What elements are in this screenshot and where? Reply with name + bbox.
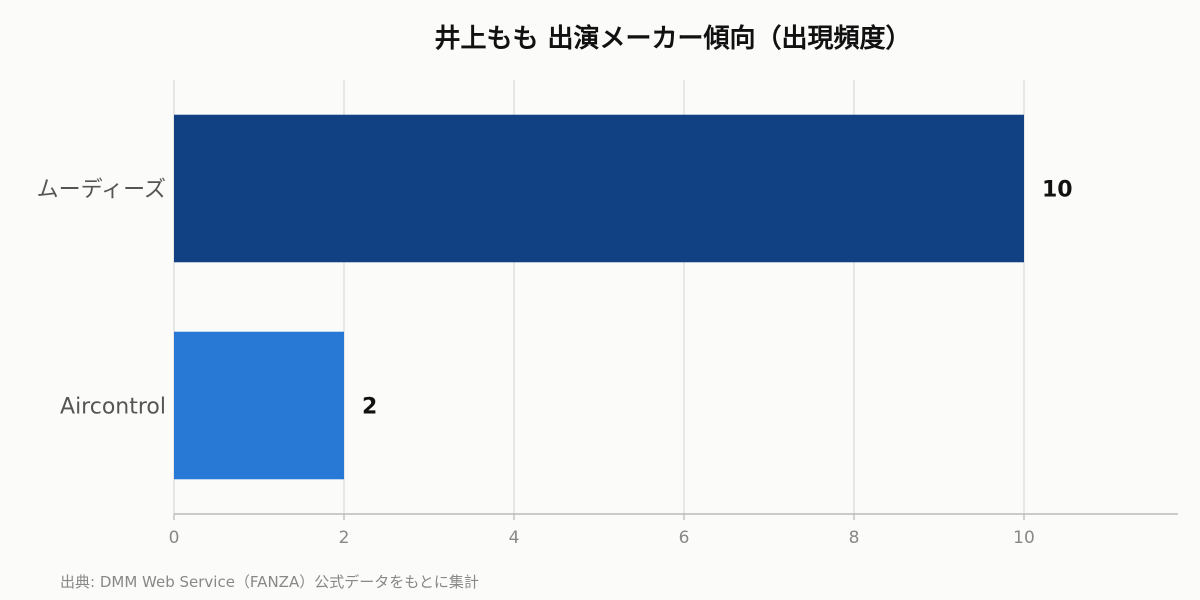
data-label: 2 — [362, 395, 377, 420]
data-label: 10 — [1042, 178, 1073, 203]
category-label: ムーディーズ — [37, 178, 166, 203]
source-note: 出典: DMM Web Service（FANZA）公式データをもとに集計 — [60, 573, 479, 591]
bar — [174, 331, 344, 480]
bar — [174, 114, 1024, 263]
x-tick-label: 6 — [679, 528, 690, 548]
category-labels: 10 ムーディーズ 2 Aircontrol — [37, 178, 1073, 420]
bars — [174, 114, 1024, 480]
x-tick-label: 10 — [1013, 528, 1035, 548]
category-label: Aircontrol — [60, 395, 166, 420]
x-tick-label: 2 — [339, 528, 350, 548]
x-tick-label: 4 — [509, 528, 520, 548]
chart-title: 井上もも 出演メーカー傾向（出現頻度） — [434, 24, 912, 54]
x-tick-label: 0 — [169, 528, 180, 548]
x-tick-label: 8 — [849, 528, 860, 548]
x-axis: 0 2 4 6 8 10 — [169, 513, 1178, 548]
